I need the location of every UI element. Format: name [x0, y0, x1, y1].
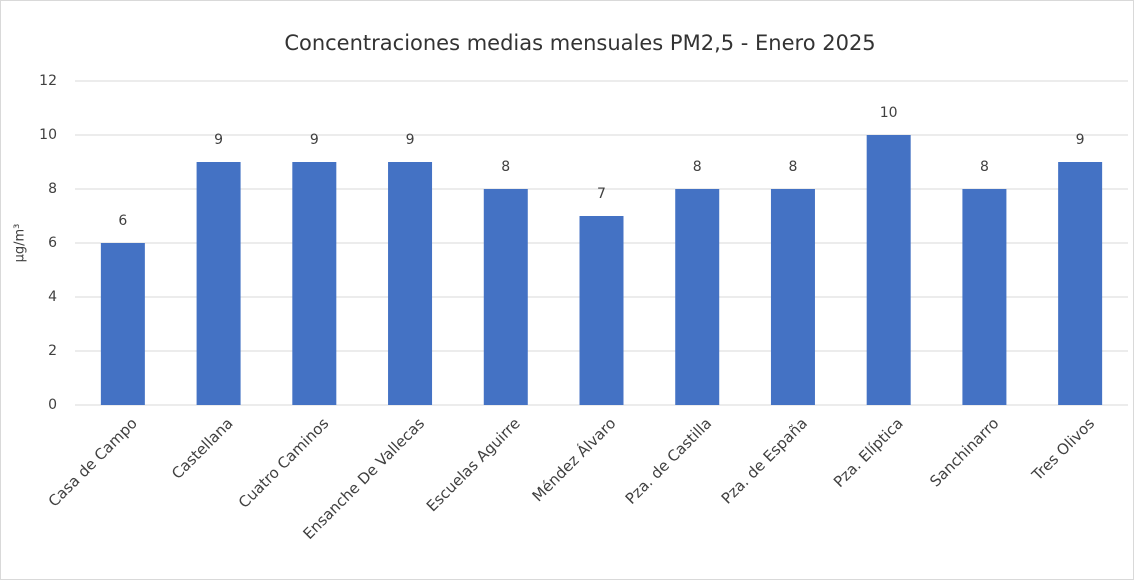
y-tick-label: 12	[39, 73, 57, 89]
y-tick-label: 10	[39, 127, 57, 143]
y-tick-label: 0	[48, 397, 57, 413]
bar	[292, 162, 337, 405]
bar	[196, 162, 241, 405]
data-label: 9	[406, 132, 415, 148]
chart-title: Concentraciones medias mensuales PM2,5 -…	[284, 31, 875, 55]
data-label: 10	[880, 105, 898, 121]
bar	[866, 135, 911, 405]
y-tick-label: 4	[48, 289, 57, 305]
bar	[100, 243, 145, 405]
bar	[483, 189, 528, 405]
y-tick-label: 2	[48, 343, 57, 359]
bar	[1058, 162, 1103, 405]
data-label: 8	[980, 159, 989, 175]
bar	[770, 189, 815, 405]
data-label: 9	[1076, 132, 1085, 148]
bar	[388, 162, 433, 405]
bar	[962, 189, 1007, 405]
data-label: 6	[118, 213, 127, 229]
data-label: 9	[214, 132, 223, 148]
y-tick-label: 6	[48, 235, 57, 251]
data-label: 7	[597, 186, 606, 202]
y-tick-label: 8	[48, 181, 57, 197]
bar	[675, 189, 720, 405]
data-label: 8	[788, 159, 797, 175]
data-label: 8	[693, 159, 702, 175]
bar	[579, 216, 624, 405]
data-label: 8	[501, 159, 510, 175]
data-label: 9	[310, 132, 319, 148]
y-axis-label: µg/m³	[13, 224, 28, 263]
